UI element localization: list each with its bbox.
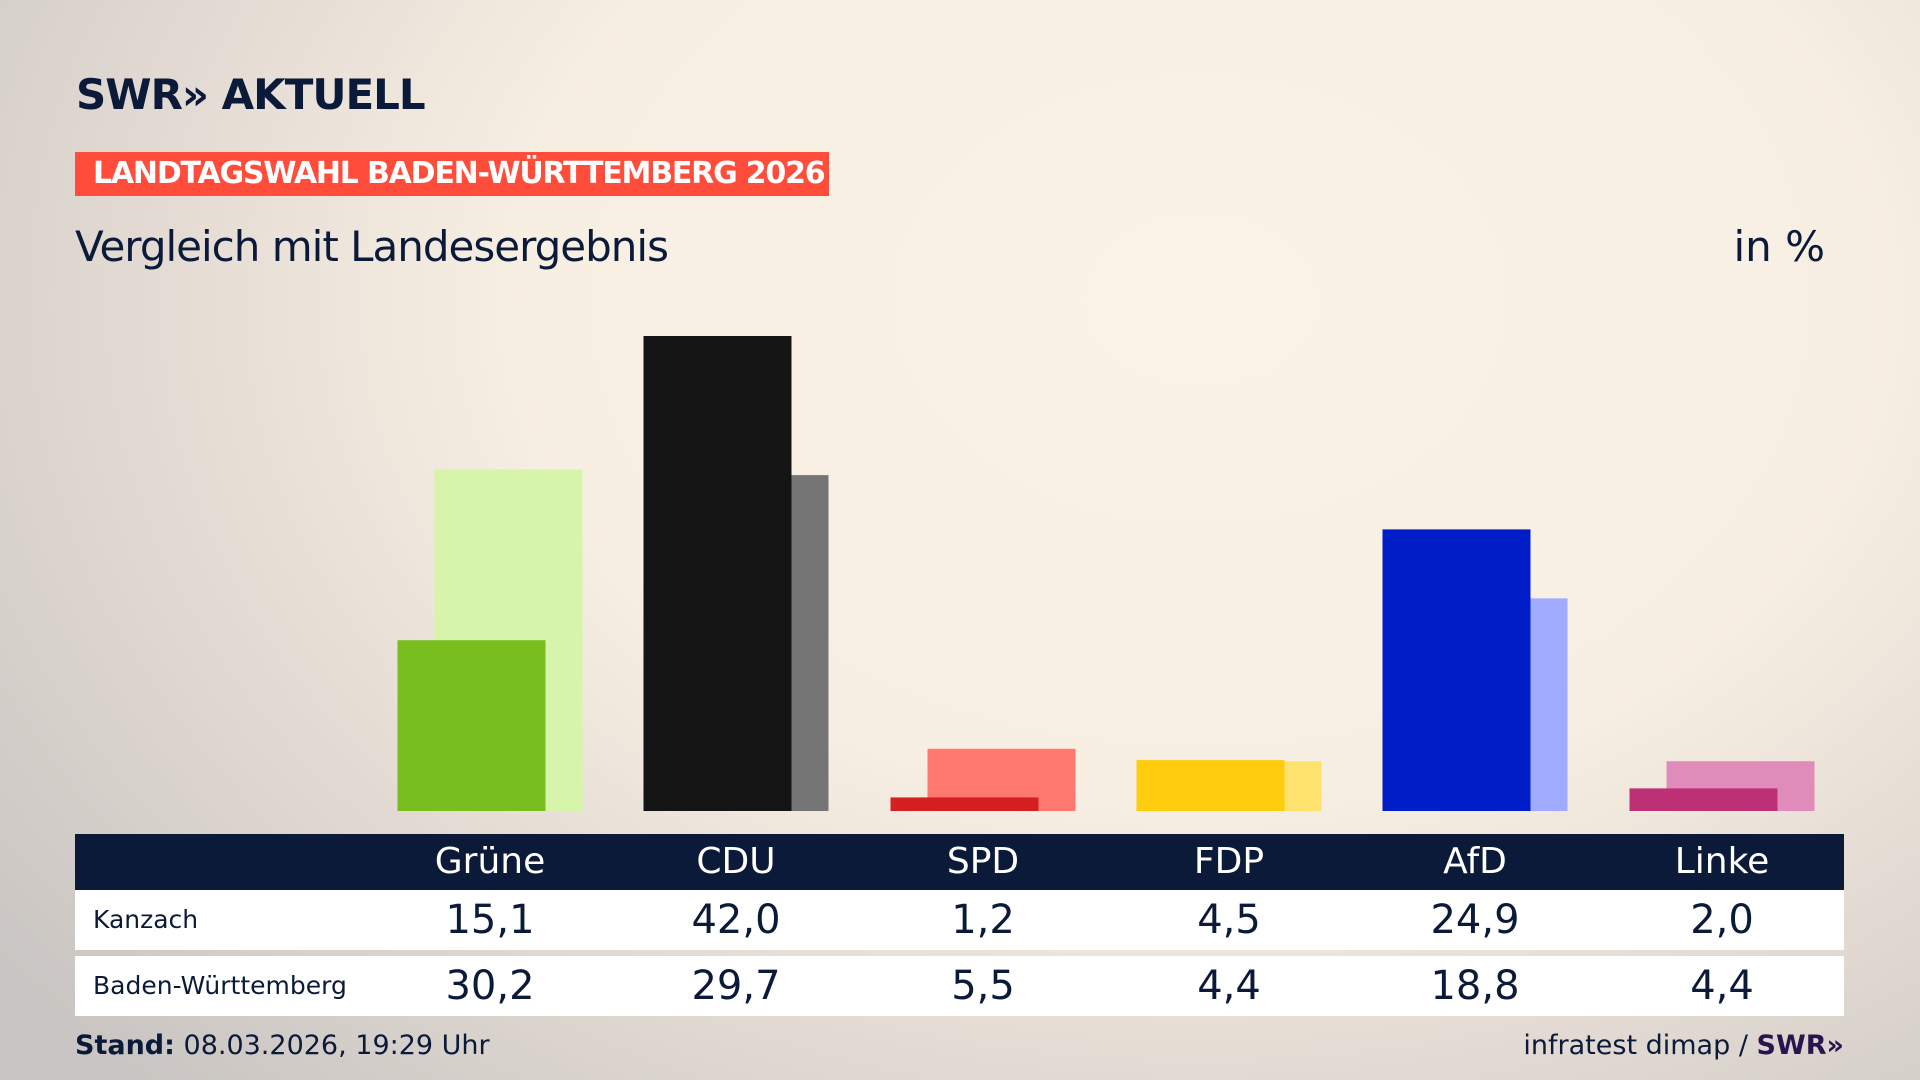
value-cell: 42,0 [691, 897, 781, 943]
swr-logo: SWR» [1756, 1030, 1844, 1061]
column-header: CDU [696, 841, 776, 882]
stand-value: 08.03.2026, 19:29 Uhr [183, 1030, 490, 1061]
value-cell: 18,8 [1430, 963, 1520, 1009]
timestamp: Stand: 08.03.2026, 19:29 Uhr [75, 1030, 490, 1061]
column-header: Grüne [434, 841, 546, 882]
column-header: AfD [1443, 841, 1507, 882]
value-cell: 5,5 [951, 963, 1015, 1009]
unit-label: in % [1733, 222, 1825, 271]
value-cell: 15,1 [445, 897, 535, 943]
swr-aktuell-logo: SWR» AKTUELL [76, 70, 426, 119]
column-header: Linke [1674, 841, 1770, 882]
column-header: FDP [1193, 841, 1265, 882]
value-cell: 24,9 [1430, 897, 1520, 943]
bar-kanzach-linke [1629, 788, 1778, 811]
bar-kanzach-afd [1382, 529, 1531, 811]
value-cell: 2,0 [1690, 897, 1754, 943]
bar-kanzach-grüne [397, 640, 546, 811]
election-banner: LANDTAGSWAHL BADEN-WÜRTTEMBERG 2026 [75, 152, 829, 196]
results-table: Grüne CDU SPD FDP AfD Linke Kanzach 15,1 42,0 1… [75, 834, 1844, 1016]
table-row: Kanzach 15,1 42,0 1,2 4,5 24,9 2,0 [75, 890, 1844, 950]
table-header: Grüne CDU SPD FDP AfD Linke [75, 834, 1844, 890]
row-label: Baden-Württemberg [93, 971, 347, 1000]
stand-label: Stand: [75, 1030, 175, 1061]
column-header: SPD [946, 841, 1020, 882]
chart-subtitle: Vergleich mit Landesergebnis [75, 222, 669, 271]
value-cell: 1,2 [951, 897, 1015, 943]
value-cell: 4,5 [1197, 897, 1261, 943]
value-cell: 30,2 [445, 963, 535, 1009]
bar-kanzach-fdp [1136, 760, 1285, 811]
bar-kanzach-cdu [643, 336, 792, 811]
value-cell: 4,4 [1197, 963, 1261, 1009]
value-cell: 4,4 [1690, 963, 1754, 1009]
value-cell: 29,7 [691, 963, 781, 1009]
source-text: infratest dimap / [1523, 1030, 1748, 1061]
bar-chart [397, 336, 1815, 811]
row-label: Kanzach [93, 905, 199, 934]
table-row: Baden-Württemberg 30,2 29,7 5,5 4,4 18,8 4,4 [75, 956, 1844, 1016]
bar-kanzach-spd [890, 797, 1039, 811]
source: infratest dimap / SWR» [1523, 1030, 1844, 1061]
